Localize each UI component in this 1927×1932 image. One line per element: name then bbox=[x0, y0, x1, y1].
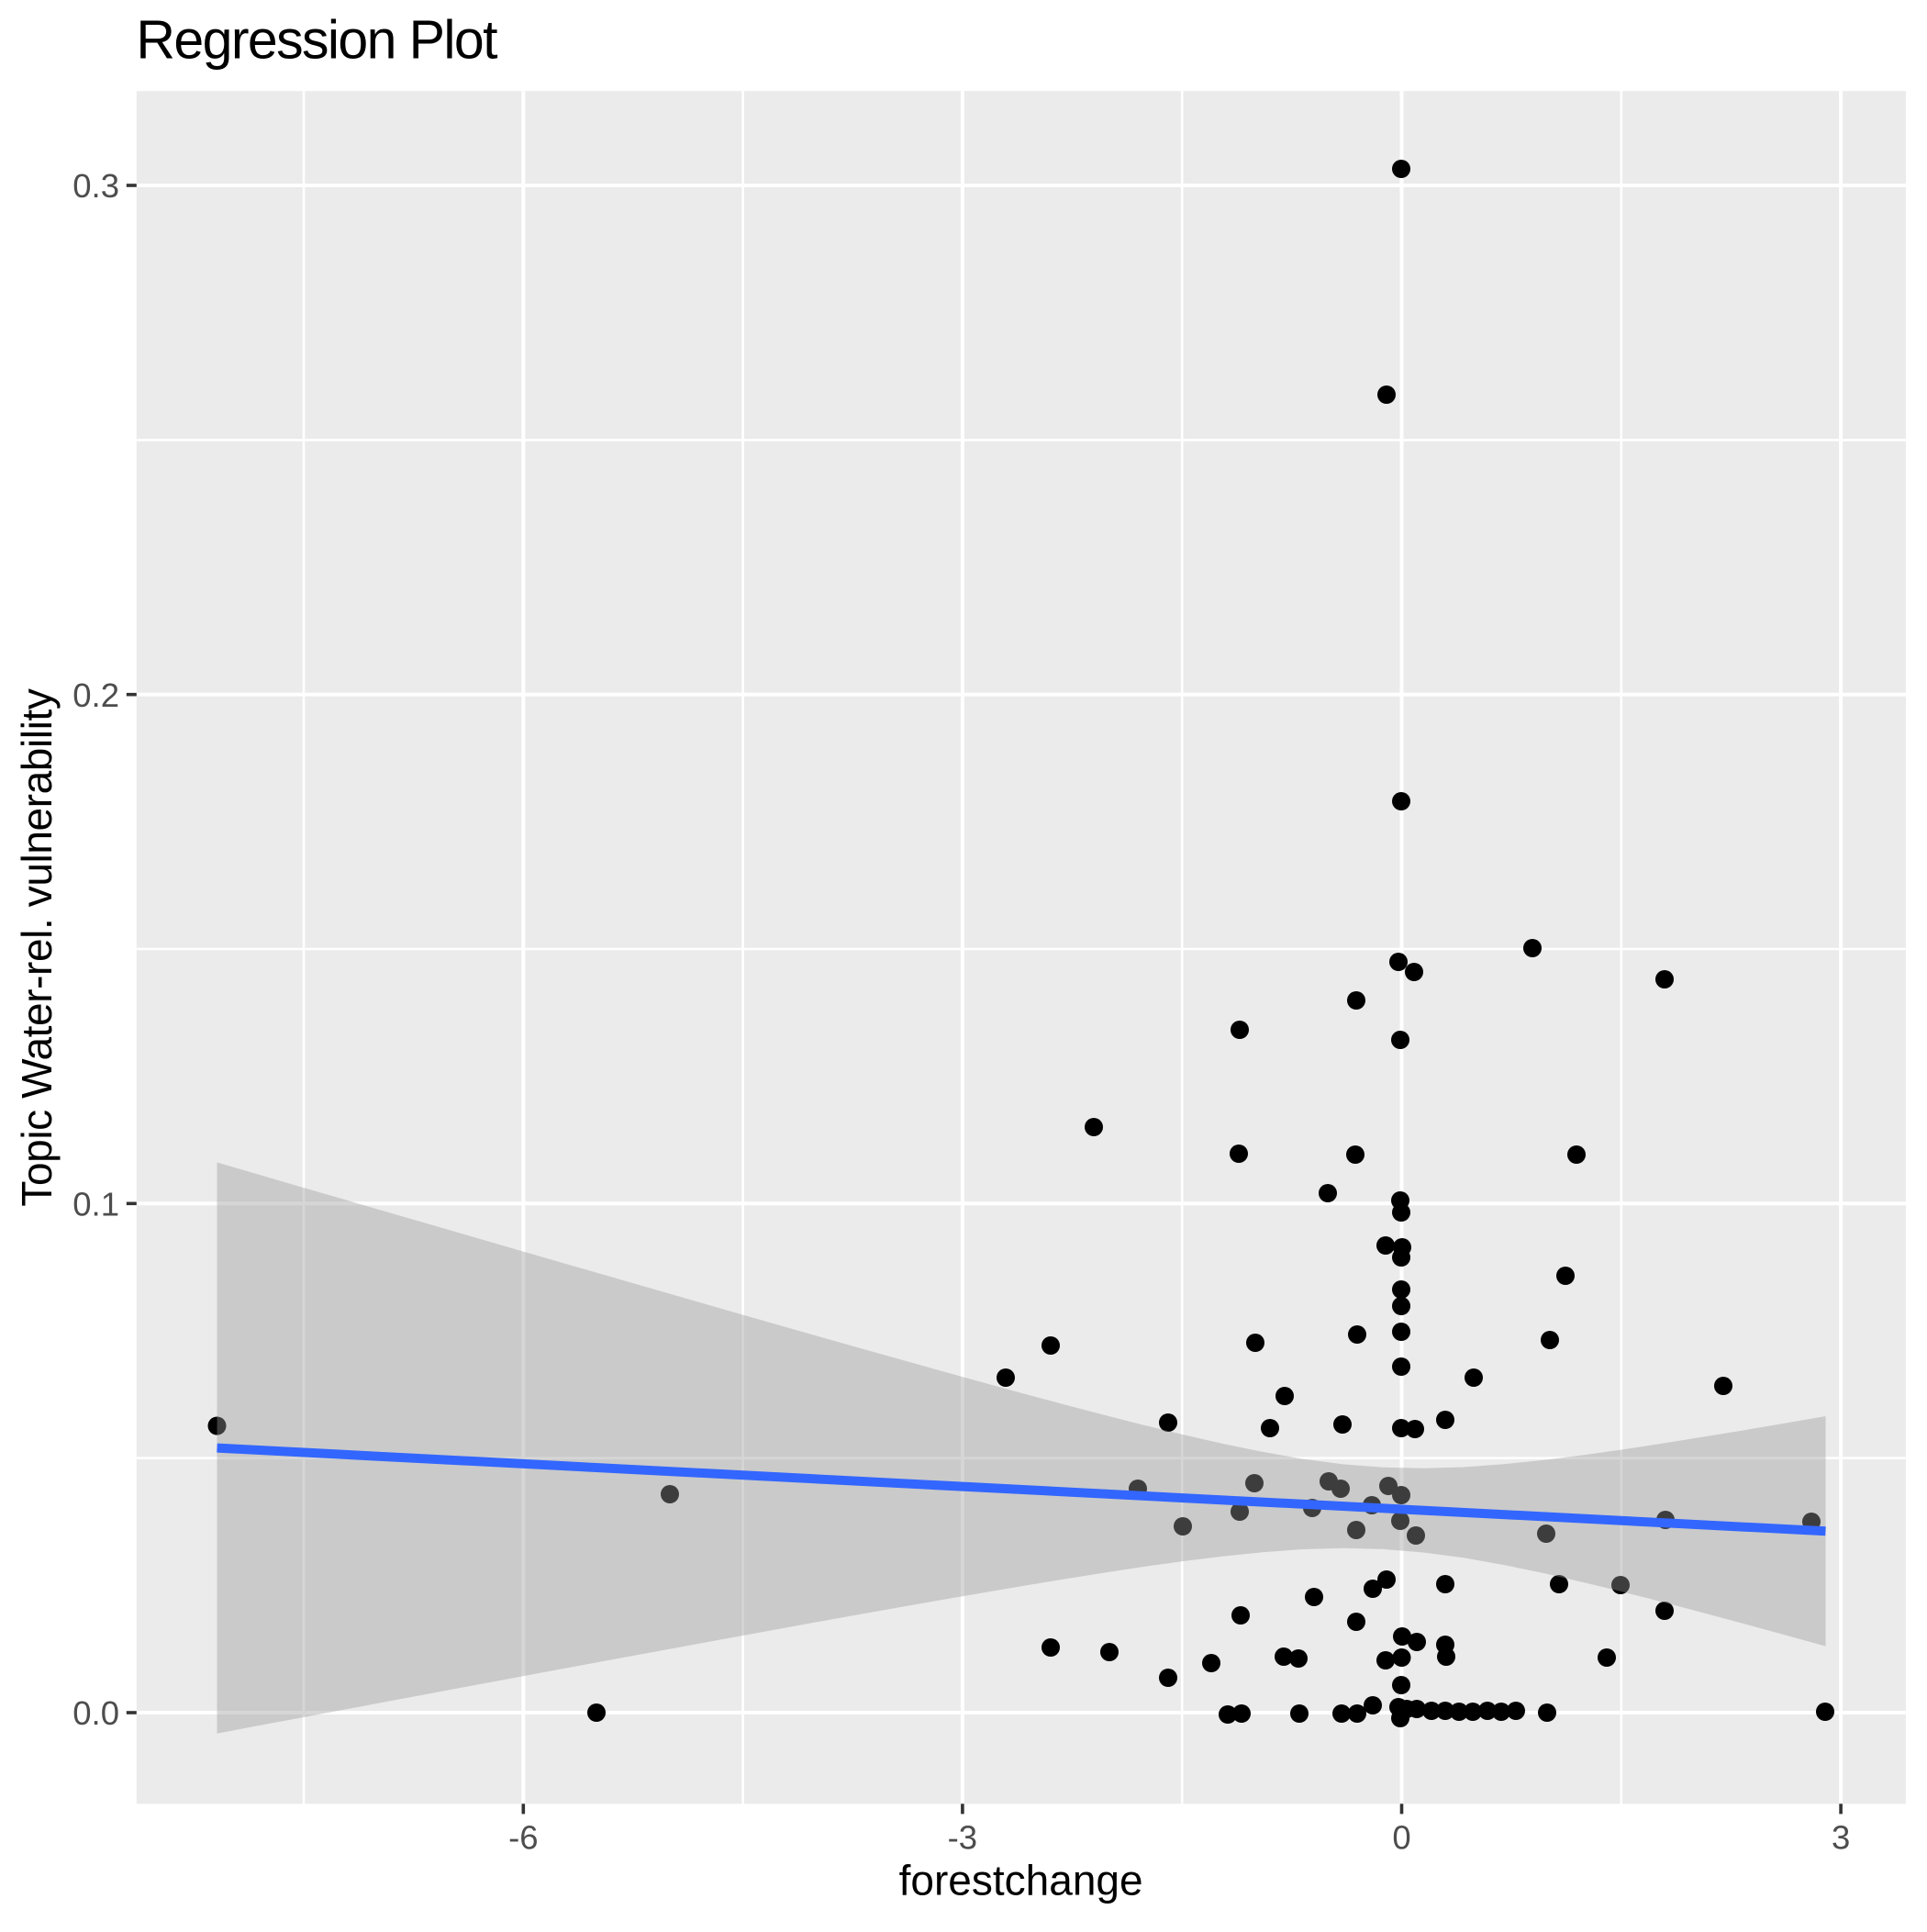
svg-text:0.2: 0.2 bbox=[72, 676, 119, 714]
svg-text:3: 3 bbox=[1832, 1819, 1850, 1857]
svg-text:forestchange: forestchange bbox=[899, 1857, 1143, 1904]
svg-text:Topic Water-rel. vulnerability: Topic Water-rel. vulnerability bbox=[13, 688, 61, 1206]
svg-text:0.3: 0.3 bbox=[72, 167, 119, 205]
svg-text:-3: -3 bbox=[948, 1819, 977, 1857]
svg-text:0.1: 0.1 bbox=[72, 1186, 119, 1223]
svg-text:Regression Plot: Regression Plot bbox=[136, 9, 497, 70]
svg-text:0.0: 0.0 bbox=[72, 1694, 119, 1732]
svg-text:0: 0 bbox=[1392, 1819, 1410, 1857]
svg-text:-6: -6 bbox=[508, 1819, 538, 1857]
